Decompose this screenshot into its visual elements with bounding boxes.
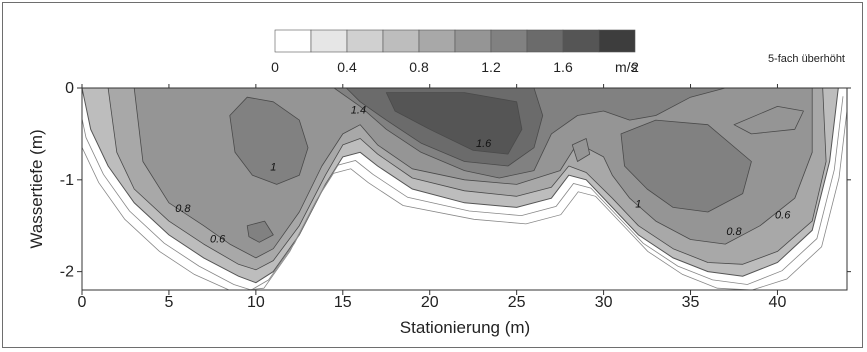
contour-label: 1.4 (351, 105, 366, 117)
contour-label: 0.8 (175, 203, 191, 215)
x-tick-label: 35 (682, 294, 700, 311)
chart-frame (2, 2, 863, 348)
colorbar-tick-label: 0.8 (409, 59, 429, 75)
x-tick-label: 0 (78, 294, 87, 311)
y-tick-label: -2 (60, 264, 74, 281)
colorbar-bin (490, 29, 528, 53)
colorbar-tick-label: 1.6 (553, 59, 573, 75)
y-axis-title: Wassertiefe (m) (27, 129, 46, 248)
x-tick-label: 25 (508, 294, 526, 311)
y-axis-ticks: 0 -1 -2 (60, 80, 851, 281)
contour-label: 1 (270, 162, 276, 174)
x-tick-label: 30 (595, 294, 613, 311)
contour-label: 0.8 (726, 226, 742, 238)
x-tick-label: 10 (247, 294, 265, 311)
colorbar-bin (274, 29, 312, 53)
vertical-exaggeration-note: 5-fach überhöht (768, 53, 845, 65)
y-tick-label: 0 (65, 80, 74, 97)
colorbar-legend: 0 0.4 0.8 1.2 1.6 2 (271, 29, 639, 75)
colorbar-bin (562, 29, 600, 53)
colorbar-tick-label: 0 (271, 59, 279, 75)
contour-labels: 1.4 1.6 1 0.8 0.6 1 0.8 0.6 (175, 105, 791, 246)
x-tick-label: 15 (334, 294, 352, 311)
colorbar-bin (418, 29, 456, 53)
velocity-zone (385, 92, 523, 155)
plot-border (81, 87, 848, 291)
contour-label: 1 (635, 198, 641, 210)
y-tick-label: -1 (60, 172, 74, 189)
x-axis-ticks: 0 5 10 15 20 25 30 35 40 (78, 84, 787, 311)
colorbar-bin (454, 29, 492, 53)
contour-label: 1.6 (476, 138, 492, 150)
colorbar-bin (310, 29, 348, 53)
x-tick-label: 5 (164, 294, 173, 311)
colorbar-bin (526, 29, 564, 53)
colorbar-tick-label: 1.2 (481, 59, 501, 75)
colorbar-bin (598, 29, 636, 53)
velocity-zone (571, 138, 591, 162)
colorbar-unit: m/s (615, 59, 638, 75)
velocity-zone (246, 220, 274, 243)
contour-label: 0.6 (210, 233, 226, 245)
velocity-zone (733, 106, 804, 135)
colorbar-bin (346, 29, 384, 53)
x-tick-label: 20 (421, 294, 439, 311)
colorbar-tick-label: 2 (631, 59, 639, 75)
x-axis-title: Stationierung (m) (400, 318, 530, 337)
colorbar-tick-label: 0.4 (337, 59, 357, 75)
colorbar-bin (382, 29, 420, 53)
outer-contour-line (82, 96, 844, 290)
velocity-zone (620, 119, 752, 213)
contour-label: 0.6 (775, 209, 791, 221)
velocity-zone (229, 96, 309, 185)
plot-area (82, 88, 847, 290)
velocity-zones (82, 88, 839, 284)
bed-offset-lines (82, 96, 847, 290)
x-tick-label: 40 (769, 294, 787, 311)
outer-contour-line (82, 107, 847, 290)
